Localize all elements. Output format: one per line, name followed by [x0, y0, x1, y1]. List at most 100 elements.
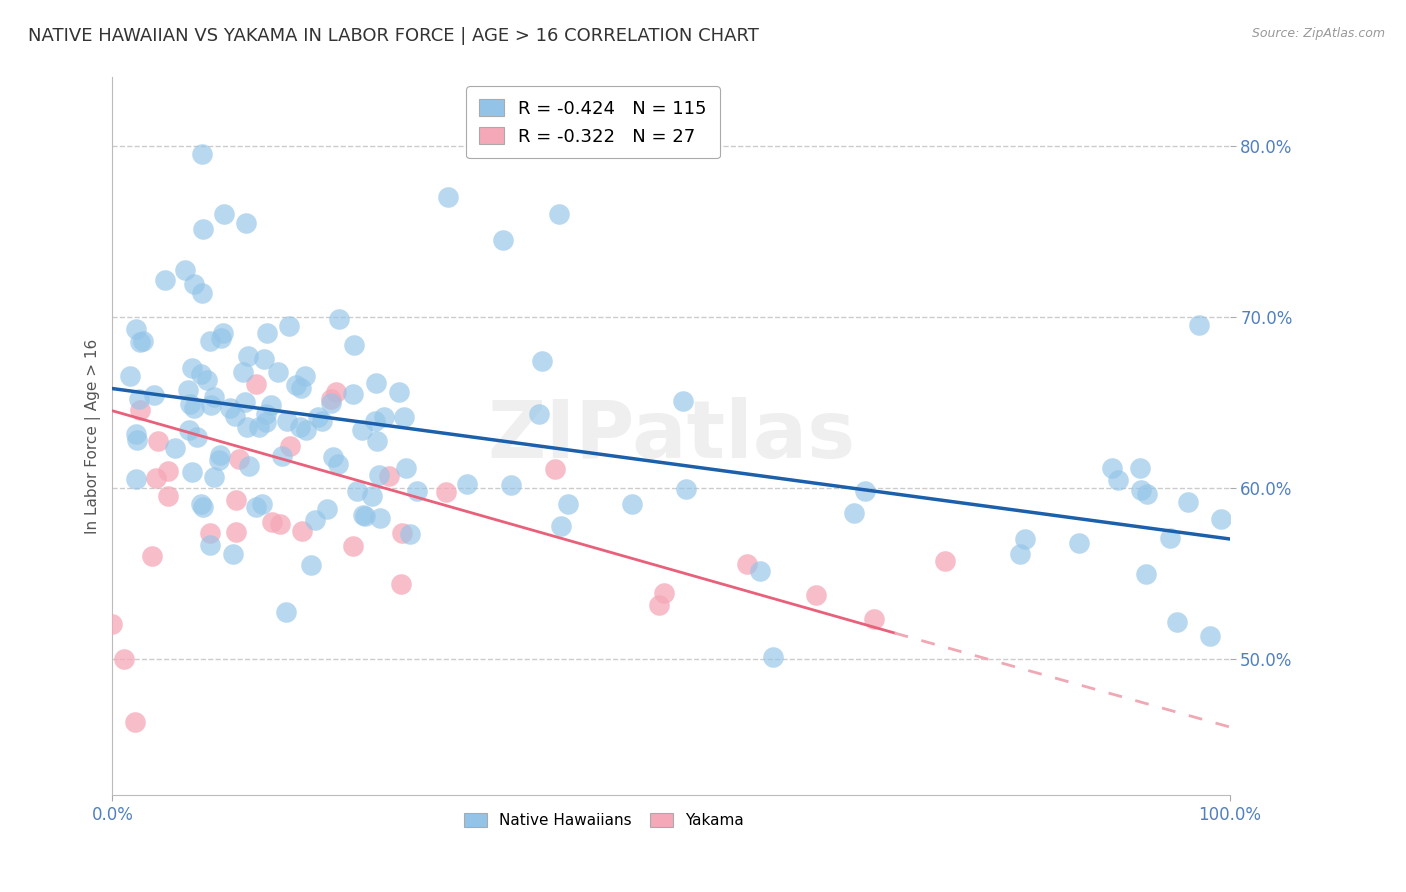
Native Hawaiians [343, 338, 366, 352]
Native Hawaiians [190, 497, 212, 511]
Yakama [101, 617, 124, 632]
Native Hawaiians [127, 433, 149, 447]
Native Hawaiians [180, 465, 202, 479]
Native Hawaiians [232, 365, 254, 379]
Native Hawaiians [557, 497, 579, 511]
Native Hawaiians [202, 470, 225, 484]
Native Hawaiians [311, 414, 333, 428]
Yakama [124, 714, 146, 729]
Yakama [391, 526, 413, 541]
Native Hawaiians [120, 369, 142, 384]
Native Hawaiians [191, 147, 214, 161]
Native Hawaiians [183, 277, 205, 291]
Native Hawaiians [254, 415, 277, 429]
Native Hawaiians [285, 378, 308, 392]
Native Hawaiians [209, 331, 232, 345]
Native Hawaiians [235, 216, 257, 230]
Native Hawaiians [250, 497, 273, 511]
Native Hawaiians [125, 472, 148, 486]
Native Hawaiians [278, 318, 301, 333]
Native Hawaiians [252, 351, 274, 366]
Native Hawaiians [124, 426, 146, 441]
Yakama [245, 377, 267, 392]
Yakama [934, 554, 956, 568]
Native Hawaiians [361, 489, 384, 503]
Native Hawaiians [224, 409, 246, 424]
Native Hawaiians [1129, 483, 1152, 497]
Yakama [291, 524, 314, 539]
Native Hawaiians [186, 429, 208, 443]
Native Hawaiians [1135, 567, 1157, 582]
Native Hawaiians [319, 396, 342, 410]
Native Hawaiians [671, 393, 693, 408]
Yakama [198, 525, 221, 540]
Native Hawaiians [530, 354, 553, 368]
Native Hawaiians [548, 207, 571, 221]
Legend: Native Hawaiians, Yakama: Native Hawaiians, Yakama [458, 807, 751, 834]
Native Hawaiians [1129, 460, 1152, 475]
Native Hawaiians [395, 461, 418, 475]
Native Hawaiians [621, 497, 644, 511]
Yakama [129, 402, 152, 417]
Yakama [145, 471, 167, 485]
Native Hawaiians [1101, 461, 1123, 475]
Native Hawaiians [198, 334, 221, 349]
Native Hawaiians [142, 388, 165, 402]
Native Hawaiians [307, 410, 329, 425]
Yakama [262, 515, 284, 529]
Native Hawaiians [364, 376, 387, 391]
Yakama [806, 588, 828, 602]
Native Hawaiians [1177, 495, 1199, 509]
Native Hawaiians [202, 390, 225, 404]
Native Hawaiians [290, 382, 312, 396]
Native Hawaiians [1209, 511, 1232, 525]
Text: NATIVE HAWAIIAN VS YAKAMA IN LABOR FORCE | AGE > 16 CORRELATION CHART: NATIVE HAWAIIAN VS YAKAMA IN LABOR FORCE… [28, 27, 759, 45]
Native Hawaiians [392, 410, 415, 425]
Native Hawaiians [373, 410, 395, 425]
Native Hawaiians [132, 334, 155, 349]
Yakama [652, 585, 675, 599]
Y-axis label: In Labor Force | Age > 16: In Labor Force | Age > 16 [86, 339, 101, 534]
Native Hawaiians [271, 449, 294, 463]
Native Hawaiians [436, 190, 458, 204]
Native Hawaiians [155, 273, 177, 287]
Yakama [735, 557, 758, 571]
Native Hawaiians [267, 365, 290, 379]
Native Hawaiians [367, 468, 389, 483]
Native Hawaiians [294, 369, 316, 384]
Native Hawaiians [399, 526, 422, 541]
Yakama [225, 492, 247, 507]
Native Hawaiians [352, 424, 374, 438]
Native Hawaiians [1187, 318, 1209, 333]
Native Hawaiians [328, 311, 350, 326]
Native Hawaiians [492, 233, 515, 247]
Native Hawaiians [181, 360, 204, 375]
Native Hawaiians [1014, 532, 1036, 546]
Native Hawaiians [368, 511, 391, 525]
Yakama [156, 464, 179, 478]
Yakama [112, 651, 135, 665]
Yakama [269, 517, 291, 532]
Yakama [325, 385, 347, 400]
Native Hawaiians [125, 321, 148, 335]
Native Hawaiians [200, 398, 222, 412]
Native Hawaiians [238, 458, 260, 473]
Native Hawaiians [128, 392, 150, 406]
Native Hawaiians [388, 385, 411, 400]
Native Hawaiians [274, 605, 297, 619]
Native Hawaiians [406, 484, 429, 499]
Yakama [389, 577, 412, 591]
Native Hawaiians [222, 547, 245, 561]
Native Hawaiians [212, 207, 235, 221]
Yakama [544, 461, 567, 475]
Native Hawaiians [1008, 547, 1031, 561]
Yakama [434, 485, 457, 500]
Native Hawaiians [342, 386, 364, 401]
Native Hawaiians [183, 401, 205, 416]
Native Hawaiians [179, 397, 201, 411]
Yakama [342, 539, 364, 553]
Native Hawaiians [208, 449, 231, 463]
Native Hawaiians [198, 538, 221, 552]
Native Hawaiians [195, 373, 218, 387]
Native Hawaiians [190, 285, 212, 300]
